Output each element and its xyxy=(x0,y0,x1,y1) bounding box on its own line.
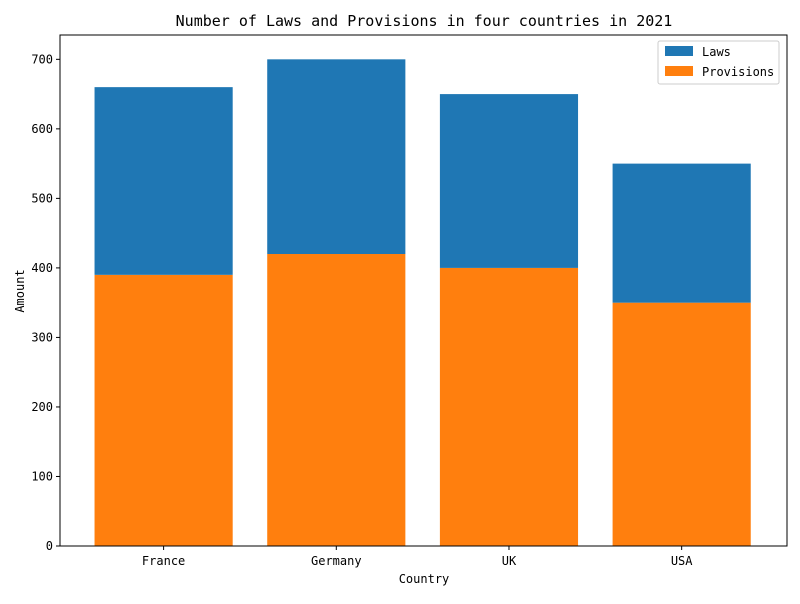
chart-title: Number of Laws and Provisions in four co… xyxy=(176,12,673,30)
bar-provisions-usa xyxy=(613,303,751,546)
bar-laws-uk xyxy=(440,94,578,268)
x-tick-label: UK xyxy=(502,554,517,568)
x-axis: France Germany UK USA xyxy=(142,546,693,568)
y-axis: 0 100 200 300 400 500 600 700 xyxy=(31,52,60,553)
y-tick-label: 700 xyxy=(31,52,53,66)
bar-provisions-germany xyxy=(267,254,405,546)
y-axis-label: Amount xyxy=(13,269,27,312)
y-tick-label: 600 xyxy=(31,122,53,136)
x-tick-label: France xyxy=(142,554,185,568)
y-tick-label: 300 xyxy=(31,330,53,344)
legend-label-laws: Laws xyxy=(702,45,731,59)
bar-laws-usa xyxy=(613,164,751,303)
y-tick-label: 500 xyxy=(31,191,53,205)
y-tick-label: 200 xyxy=(31,400,53,414)
y-tick-label: 0 xyxy=(46,539,53,553)
legend-label-provisions: Provisions xyxy=(702,65,774,79)
legend-swatch-laws xyxy=(665,46,693,56)
bars-group xyxy=(95,59,751,546)
bar-provisions-uk xyxy=(440,268,578,546)
y-tick-label: 400 xyxy=(31,261,53,275)
legend: Laws Provisions xyxy=(658,41,779,84)
bar-provisions-france xyxy=(95,275,233,546)
bar-laws-france xyxy=(95,87,233,275)
y-tick-label: 100 xyxy=(31,469,53,483)
x-axis-label: Country xyxy=(399,572,450,586)
legend-swatch-provisions xyxy=(665,66,693,76)
x-tick-label: Germany xyxy=(311,554,362,568)
x-tick-label: USA xyxy=(671,554,693,568)
bar-laws-germany xyxy=(267,59,405,254)
